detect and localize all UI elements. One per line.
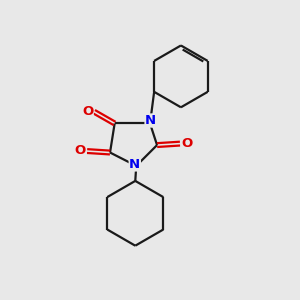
Text: O: O [82, 105, 93, 118]
Text: N: N [145, 114, 156, 127]
Text: O: O [75, 144, 86, 157]
Text: O: O [181, 137, 192, 150]
Text: N: N [129, 158, 140, 171]
